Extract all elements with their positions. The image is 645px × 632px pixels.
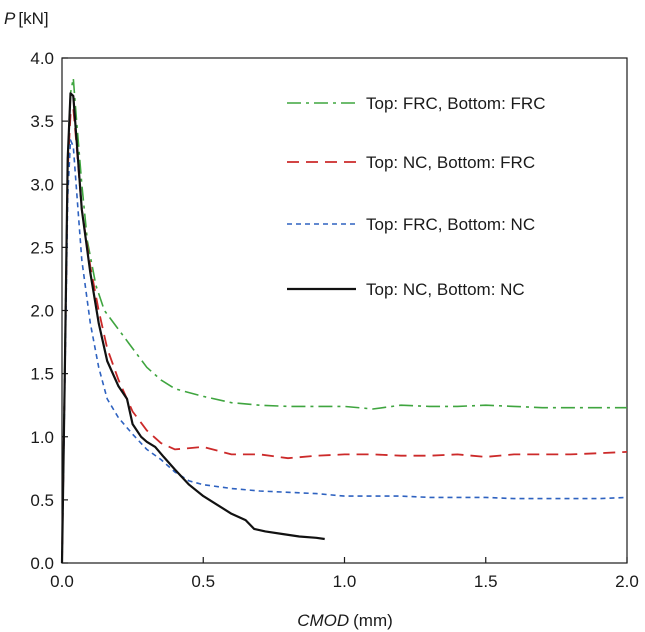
legend: Top: FRC, Bottom: FRC Top: NC, Bottom: FR… (287, 94, 545, 299)
legend-label: Top: FRC, Bottom: FRC (366, 94, 545, 113)
x-axis-symbol: CMOD (297, 611, 349, 630)
svg-text:CMOD(mm): CMOD (mm) (297, 611, 393, 630)
legend-label: Top: NC, Bottom: NC (366, 280, 525, 299)
x-tick-label: 1.5 (474, 572, 498, 591)
y-tick-label: 0.0 (30, 554, 54, 573)
axes: 0.0 0.5 1.0 1.5 2.0 2.5 3.0 3.5 4.0 0.0 0.5 1.0 1.5 2… (30, 49, 638, 591)
series-line-2 (61, 107, 628, 564)
series-layer (60, 77, 628, 564)
y-tick-label: 1.5 (30, 365, 54, 384)
y-axis-symbol: P (4, 9, 16, 28)
y-tick-label: 2.5 (30, 238, 54, 257)
x-axis-unit: (mm) (353, 611, 393, 630)
y-axis-unit: [kN] (18, 9, 48, 28)
x-axis-title: CMOD (mm) (297, 611, 393, 630)
legend-label: Top: NC, Bottom: FRC (366, 153, 535, 172)
y-tick-label: 0.5 (30, 491, 54, 510)
legend-label: Top: FRC, Bottom: NC (366, 215, 535, 234)
svg-text:P[kN]: P [kN] (4, 9, 49, 28)
series-line-1 (61, 77, 627, 564)
y-tick-label: 3.5 (30, 112, 54, 131)
y-tick-label: 3.0 (30, 175, 54, 194)
y-tick-label: 1.0 (30, 428, 54, 447)
series-line-4 (60, 92, 325, 564)
y-tick-label: 4.0 (30, 49, 54, 68)
x-tick-label: 0.0 (50, 572, 74, 591)
x-tick-label: 1.0 (333, 572, 357, 591)
y-axis-title: P [kN] (4, 9, 49, 28)
x-tick-label: 2.0 (615, 572, 639, 591)
plot-frame (61, 57, 628, 564)
series-line-3 (61, 139, 628, 564)
x-tick-label: 0.5 (191, 572, 215, 591)
y-tick-label: 2.0 (30, 302, 54, 321)
